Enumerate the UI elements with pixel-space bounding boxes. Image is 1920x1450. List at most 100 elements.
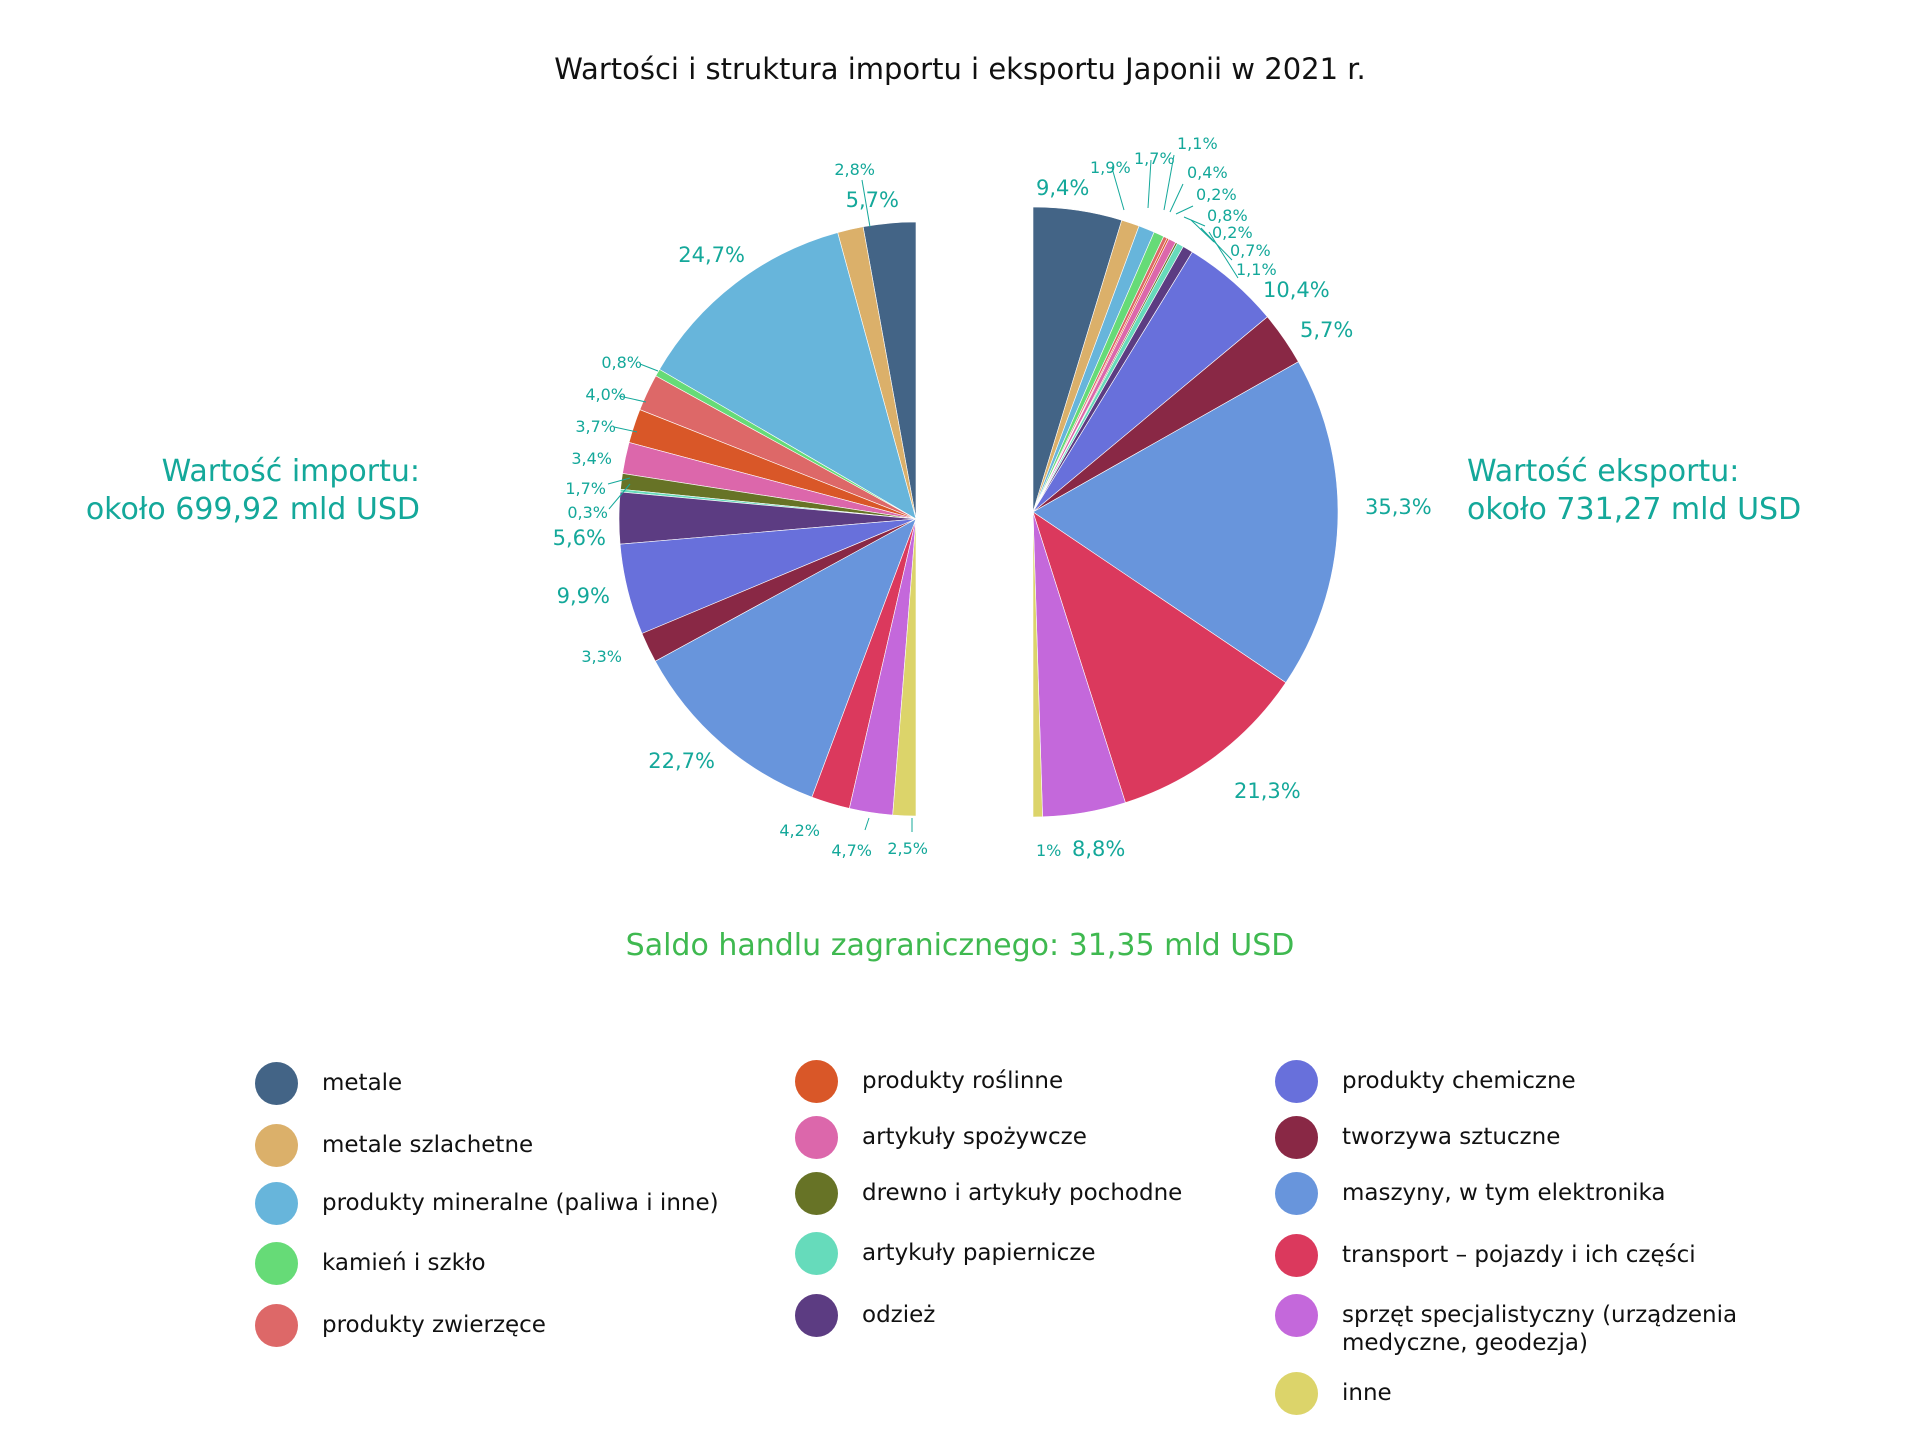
legend-item: metale szlachetne: [255, 1124, 533, 1167]
legend-label: kamień i szkło: [322, 1250, 486, 1276]
legend-item: kamień i szkło: [255, 1242, 486, 1285]
percent-label: 0,4%: [1187, 163, 1228, 182]
leader-line: [864, 817, 870, 831]
percent-label: 2,5%: [887, 839, 928, 858]
legend-color-swatch: [1275, 1372, 1318, 1415]
legend-color-swatch: [255, 1304, 298, 1347]
percent-label: 9,4%: [1036, 176, 1089, 200]
percent-label: 0,8%: [601, 353, 642, 372]
legend-label: produkty chemiczne: [1342, 1068, 1576, 1094]
percent-label: 22,7%: [648, 749, 715, 773]
half-pie-charts: 5,7% 2,8% 24,7% 0,8% 4,0% 3,7% 3,4% 1,7% 0,3% 5,6…: [553, 134, 1432, 861]
legend-color-swatch: [255, 1124, 298, 1167]
legend-color-swatch: [1275, 1060, 1318, 1103]
legend-label: inne: [1342, 1380, 1392, 1406]
percent-label: 9,9%: [557, 584, 610, 608]
pie-slice: [892, 518, 917, 817]
percent-label: 4,7%: [831, 841, 872, 860]
leader-line: [1163, 154, 1175, 211]
percent-label: 1,1%: [1177, 134, 1218, 153]
percent-label: 0,8%: [1207, 206, 1248, 225]
percent-label: 0,7%: [1230, 241, 1271, 260]
export-value-label: Wartość eksportu: około 731,27 mld USD: [1467, 453, 1801, 529]
import-value-label: Wartość importu: około 699,92 mld USD: [86, 453, 420, 529]
legend-label: odzież: [862, 1302, 936, 1328]
percent-label: 5,6%: [553, 526, 606, 550]
legend-item: maszyny, w tym elektronika: [1275, 1172, 1665, 1215]
import-label-line1: Wartość importu:: [161, 454, 420, 489]
legend-label: tworzywa sztuczne: [1342, 1124, 1561, 1150]
leader-line: [618, 395, 647, 403]
legend-color-swatch: [795, 1060, 838, 1103]
leader-line: [608, 483, 631, 510]
export-label-line2: około 731,27 mld USD: [1467, 492, 1802, 527]
legend-color-swatch: [795, 1172, 838, 1215]
legend-label: produkty mineralne (paliwa i inne): [322, 1190, 719, 1216]
legend-label: metale szlachetne: [322, 1132, 534, 1158]
percent-label: 3,3%: [581, 647, 622, 666]
legend-item: tworzywa sztuczne: [1275, 1116, 1560, 1159]
percent-label: 4,2%: [779, 821, 820, 840]
chart-title: Wartości i struktura importu i eksportu …: [554, 52, 1366, 86]
legend-item: artykuły papiernicze: [795, 1232, 1096, 1275]
legend-color-swatch: [795, 1294, 838, 1337]
leader-line: [1208, 231, 1239, 279]
leader-line: [613, 426, 638, 433]
percent-label: 0,2%: [1196, 185, 1237, 204]
legend-label: produkty roślinne: [862, 1068, 1064, 1094]
legend-item: produkty mineralne (paliwa i inne): [255, 1182, 719, 1225]
pie-slice: [654, 518, 917, 798]
leader-line: [1190, 219, 1215, 243]
percent-label: 3,4%: [571, 449, 612, 468]
legend-color-swatch: [795, 1232, 838, 1275]
percent-label: 2,8%: [834, 160, 875, 179]
percent-label: 1,9%: [1090, 158, 1131, 177]
legend-label: metale: [322, 1070, 403, 1096]
percent-label: 5,7%: [1300, 318, 1353, 342]
leader-line: [1111, 167, 1125, 211]
percent-label: 24,7%: [678, 243, 745, 267]
legend-label: sprzęt specjalistyczny (urządzenia medyc…: [1342, 1302, 1738, 1356]
percent-label: 1,1%: [1236, 260, 1277, 279]
legend-item: metale: [255, 1062, 402, 1105]
legend-label: maszyny, w tym elektronika: [1342, 1180, 1666, 1206]
legend-label: artykuły papiernicze: [862, 1240, 1096, 1266]
percent-label: 8,8%: [1072, 837, 1125, 861]
legend-color-swatch: [255, 1062, 298, 1105]
legend-label: transport – pojazdy i ich części: [1342, 1242, 1696, 1268]
legend-color-swatch: [1275, 1116, 1318, 1159]
legend-label: drewno i artykuły pochodne: [862, 1180, 1183, 1206]
legend-color-swatch: [1275, 1172, 1318, 1215]
legend-item: odzież: [795, 1294, 935, 1337]
percent-label: 5,7%: [846, 188, 899, 212]
legend-color-swatch: [1275, 1234, 1318, 1277]
percent-label: 0,2%: [1212, 223, 1253, 242]
trade-balance: Saldo handlu zagranicznego: 31,35 mld US…: [625, 928, 1295, 963]
leader-line: [1175, 205, 1194, 215]
legend-item: inne: [1275, 1372, 1392, 1415]
leader-line: [607, 477, 631, 485]
percent-label: 35,3%: [1365, 495, 1432, 519]
import-pie: [618, 221, 917, 817]
legend-item: drewno i artykuły pochodne: [795, 1172, 1182, 1215]
legend-item: sprzęt specjalistyczny (urządzenia medyc…: [1275, 1294, 1762, 1357]
percent-label: 1,7%: [565, 479, 606, 498]
legend-item: produkty chemiczne: [1275, 1060, 1576, 1103]
legend-color-swatch: [1275, 1294, 1318, 1337]
legend-item: artykuły spożywcze: [795, 1116, 1087, 1159]
legend-item: produkty zwierzęce: [255, 1304, 546, 1347]
percent-labels: 5,7% 2,8% 24,7% 0,8% 4,0% 3,7% 3,4% 1,7% 0,3% 5,6…: [553, 134, 1432, 861]
percent-label: 1,7%: [1134, 149, 1175, 168]
percent-label: 4,0%: [585, 385, 626, 404]
legend-color-swatch: [255, 1242, 298, 1285]
legend-label: artykuły spożywcze: [862, 1124, 1087, 1150]
leader-line: [1169, 183, 1184, 213]
legend-color-swatch: [255, 1182, 298, 1225]
leader-line: [1183, 216, 1206, 227]
legend-label: produkty zwierzęce: [322, 1312, 546, 1338]
pie-slice: [1032, 361, 1339, 684]
pie-slice: [658, 232, 917, 520]
percent-label: 21,3%: [1234, 779, 1301, 803]
import-label-line2: około 699,92 mld USD: [85, 492, 420, 527]
legend-color-swatch: [795, 1116, 838, 1159]
